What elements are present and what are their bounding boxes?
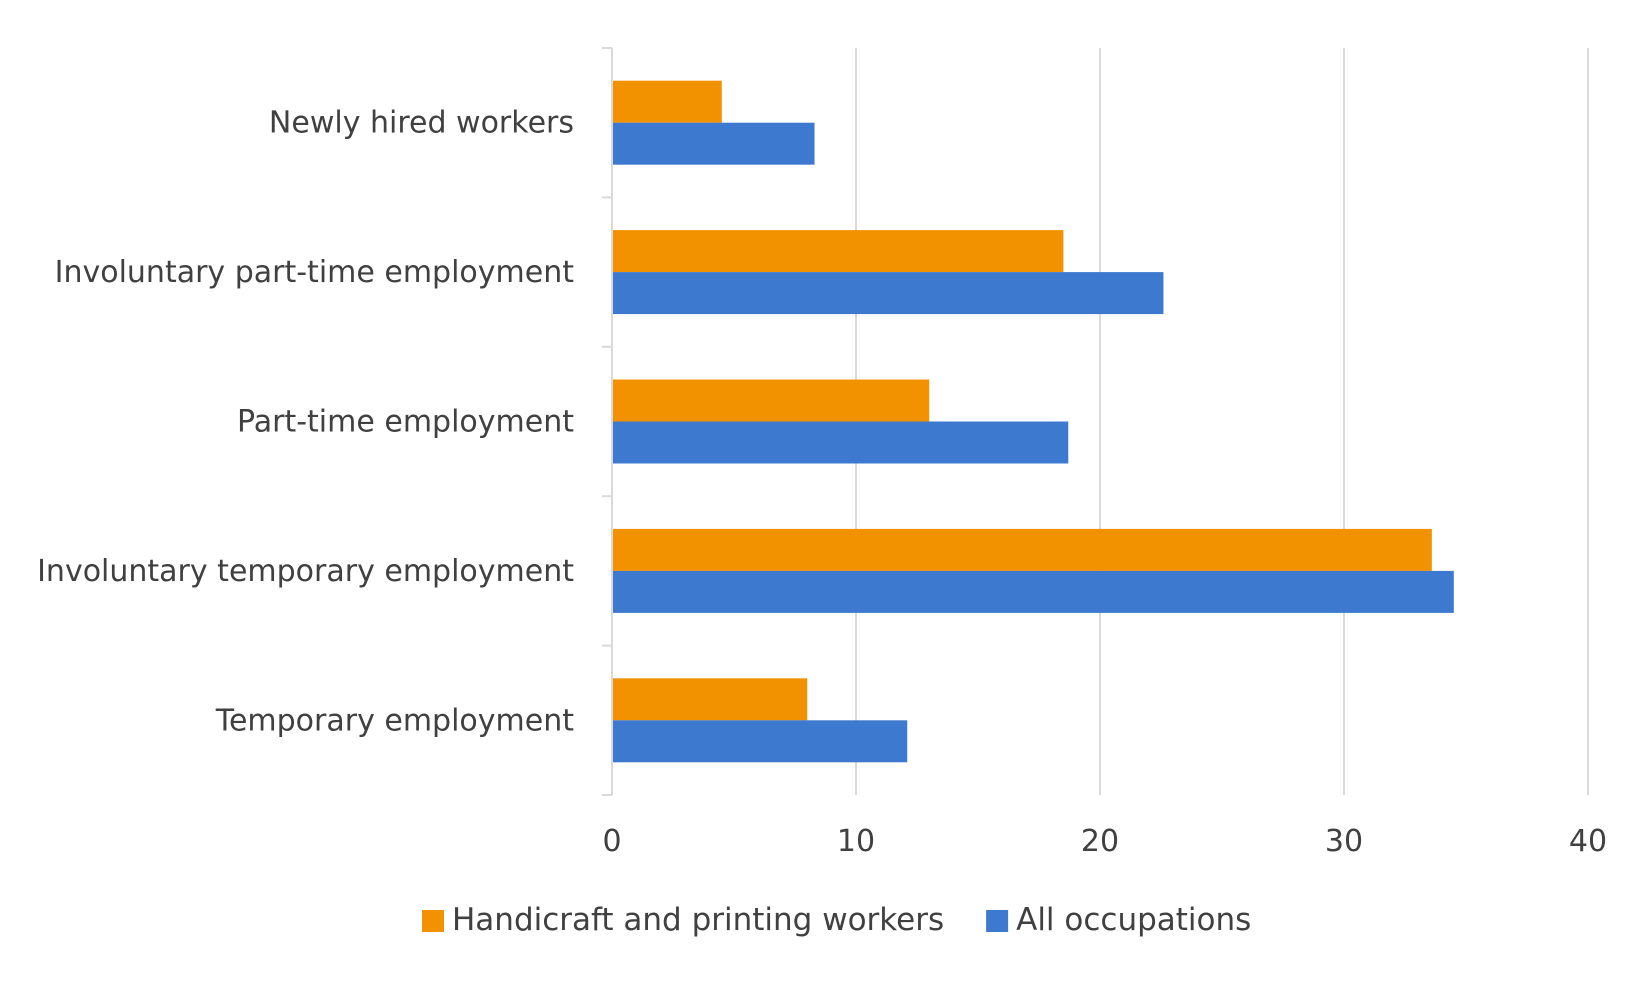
bars [613, 80, 1454, 763]
axes [602, 47, 613, 796]
bar-handicraft [613, 80, 722, 123]
legend-label-all-occupations: All occupations [1016, 902, 1251, 938]
bar-all-occupations [613, 720, 908, 763]
category-labels: Newly hired workers Involuntary part-time… [37, 106, 574, 739]
legend-label-handicraft: Handicraft and printing workers [452, 902, 944, 938]
x-tick-labels: 0 10 20 30 40 [602, 824, 1607, 859]
category-label: Part-time employment [237, 405, 574, 440]
bar-all-occupations [613, 570, 1454, 613]
x-tick-label: 40 [1569, 824, 1607, 859]
legend: Handicraft and printing workers All occup… [422, 902, 1251, 938]
x-tick-label: 20 [1081, 824, 1119, 859]
x-tick-label: 10 [837, 824, 875, 859]
bar-all-occupations [613, 421, 1069, 464]
category-label: Temporary employment [215, 703, 575, 738]
category-label: Involuntary part-time employment [55, 255, 575, 290]
category-label: Involuntary temporary employment [37, 554, 574, 589]
category-label: Newly hired workers [269, 106, 574, 141]
legend-swatch-all-occupations [986, 910, 1009, 932]
legend-swatch-handicraft [422, 910, 444, 932]
bar-all-occupations [613, 272, 1164, 315]
bar-handicraft [613, 230, 1064, 273]
x-tick-label: 0 [602, 824, 621, 859]
bar-all-occupations [613, 122, 815, 165]
bar-handicraft [613, 379, 930, 422]
bar-handicraft [613, 528, 1432, 571]
bar-handicraft [613, 678, 808, 721]
x-tick-label: 30 [1325, 824, 1363, 859]
